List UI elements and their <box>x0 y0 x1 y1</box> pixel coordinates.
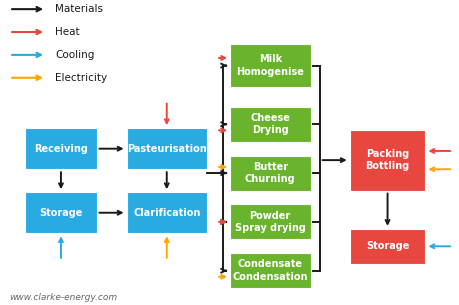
Text: Electricity: Electricity <box>55 73 107 83</box>
Text: Butter
Churning: Butter Churning <box>244 162 295 184</box>
Text: Cheese
Drying: Cheese Drying <box>250 113 290 135</box>
FancyBboxPatch shape <box>230 156 310 191</box>
Text: Cooling: Cooling <box>55 50 95 60</box>
Text: Receiving: Receiving <box>34 144 88 154</box>
FancyBboxPatch shape <box>230 107 310 142</box>
FancyBboxPatch shape <box>25 128 96 169</box>
FancyBboxPatch shape <box>126 128 207 169</box>
FancyBboxPatch shape <box>230 204 310 239</box>
Text: Pasteurisation: Pasteurisation <box>127 144 206 154</box>
Text: Materials: Materials <box>55 4 103 14</box>
Text: Clarification: Clarification <box>133 208 200 218</box>
Text: Storage: Storage <box>39 208 83 218</box>
Text: Heat: Heat <box>55 27 80 37</box>
Text: Milk
Homogenise: Milk Homogenise <box>236 54 303 77</box>
FancyBboxPatch shape <box>349 229 425 264</box>
Text: Condensate
Condensation: Condensate Condensation <box>232 260 308 282</box>
Text: Storage: Storage <box>365 241 409 251</box>
FancyBboxPatch shape <box>126 192 207 233</box>
FancyBboxPatch shape <box>349 130 425 191</box>
Text: Packing
Bottling: Packing Bottling <box>364 149 409 171</box>
FancyBboxPatch shape <box>230 44 310 87</box>
Text: Powder
Spray drying: Powder Spray drying <box>234 211 305 233</box>
Text: www.clarke-energy.com: www.clarke-energy.com <box>9 293 117 302</box>
FancyBboxPatch shape <box>25 192 96 233</box>
FancyBboxPatch shape <box>230 253 310 288</box>
